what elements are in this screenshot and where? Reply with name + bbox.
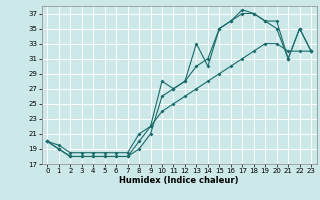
X-axis label: Humidex (Indice chaleur): Humidex (Indice chaleur) [119,176,239,185]
